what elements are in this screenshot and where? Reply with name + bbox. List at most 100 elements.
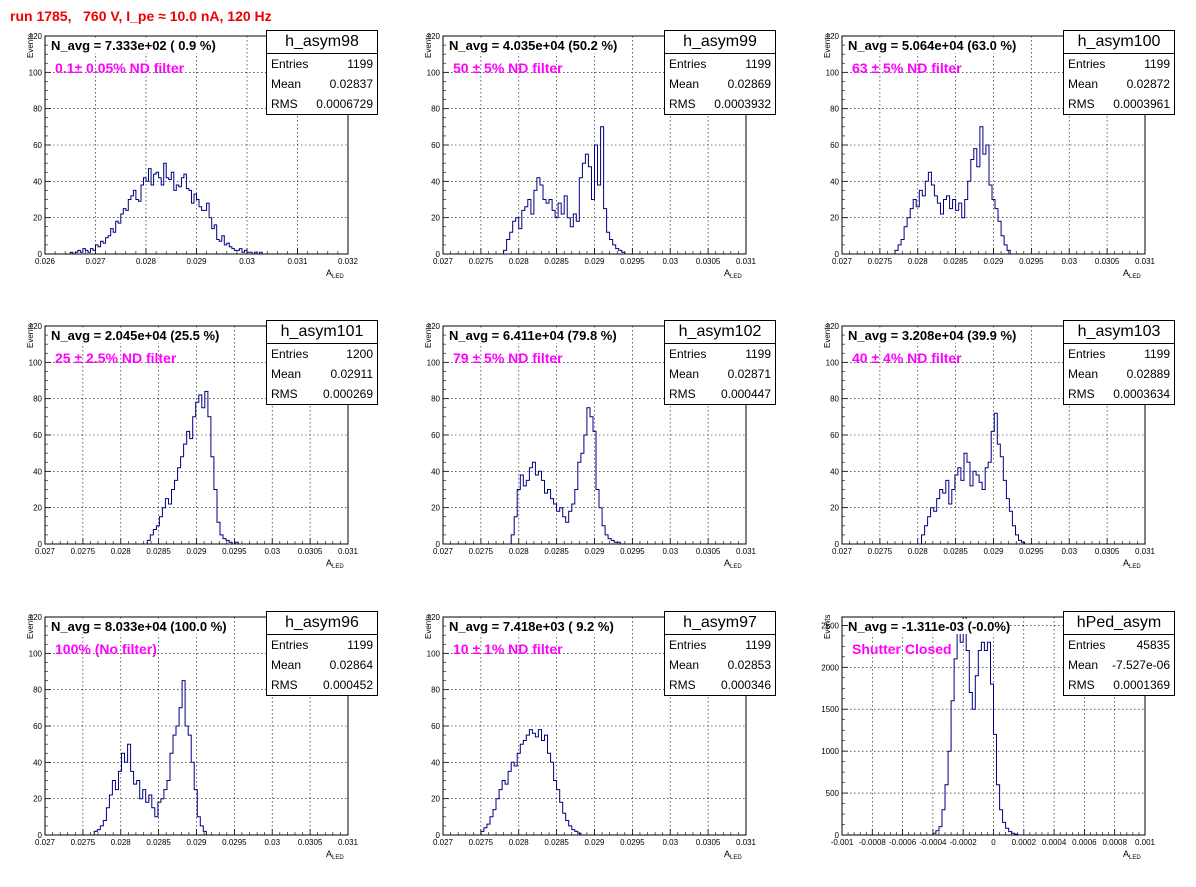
histogram-bin xyxy=(187,431,190,544)
stats-value-entries: 1199 xyxy=(745,638,771,652)
histogram-bin xyxy=(234,250,237,254)
histogram-bin xyxy=(214,490,217,545)
x-tick-label: 0.0295 xyxy=(620,838,645,847)
y-tick-label: 120 xyxy=(29,32,43,41)
x-tick-label: 0.0305 xyxy=(696,547,721,556)
y-tick-label: 20 xyxy=(33,504,42,513)
x-tick-label: 0.0008 xyxy=(1102,838,1127,847)
stats-label-rms: RMS xyxy=(271,97,298,111)
histogram-bin xyxy=(950,209,953,254)
histogram-bin xyxy=(956,210,959,254)
histogram-bin xyxy=(532,733,535,835)
stats-row-entries: Entries 1199 xyxy=(665,635,775,655)
stats-label-mean: Mean xyxy=(1068,367,1099,381)
histogram-bin xyxy=(598,185,601,254)
stats-label-rms: RMS xyxy=(1068,387,1095,401)
histogram-bin xyxy=(174,190,177,254)
y-tick-label: 60 xyxy=(33,141,42,150)
histogram-bin xyxy=(138,201,141,254)
histogram-plot: 0.027 0.0275 0.028 0.0285 0.029 0.0295 0.03 0.0… xyxy=(424,613,757,861)
histogram-bin xyxy=(592,200,595,255)
x-tick-label: 0.0305 xyxy=(1095,257,1120,266)
stats-row-entries: Entries 1199 xyxy=(665,344,775,364)
y-tick-label: 100 xyxy=(427,358,441,367)
histogram-bin xyxy=(962,218,965,254)
stats-row-entries: Entries 1199 xyxy=(267,635,377,655)
x-tick-label: 0.03 xyxy=(239,257,255,266)
histogram-bin xyxy=(123,209,126,254)
histogram-bin xyxy=(983,154,986,254)
stats-row-mean: Mean -7.527e-06 xyxy=(1064,655,1174,675)
y-axis-title: Events xyxy=(26,34,35,58)
stats-row-rms: RMS 0.000346 xyxy=(665,675,775,695)
x-axis-title: ALED xyxy=(1123,849,1141,861)
stats-row-entries: Entries 1199 xyxy=(267,54,377,74)
y-tick-label: 100 xyxy=(826,358,840,367)
x-tick-label: 0.031 xyxy=(736,547,757,556)
x-tick-label: 0.0002 xyxy=(1012,838,1037,847)
histogram-bin xyxy=(202,210,205,254)
x-tick-label: 0.0305 xyxy=(696,838,721,847)
histogram-bin xyxy=(960,642,963,835)
y-tick-label: 120 xyxy=(826,322,840,331)
stats-label-mean: Mean xyxy=(271,658,302,672)
stats-value-rms: 0.000346 xyxy=(720,678,771,692)
y-tick-label: 60 xyxy=(33,431,42,440)
x-tick-label: 0.0305 xyxy=(696,257,721,266)
histogram-bin xyxy=(118,223,121,254)
x-tick-label: 0.03 xyxy=(662,547,678,556)
x-tick-label: 0.0006 xyxy=(1072,838,1097,847)
x-axis-title: ALED xyxy=(326,268,344,280)
y-tick-label: 60 xyxy=(33,722,42,731)
y-axis-title: Events xyxy=(26,615,35,639)
stats-label-mean: Mean xyxy=(669,77,700,91)
histogram-bin xyxy=(529,730,532,835)
y-tick-label: 2500 xyxy=(821,621,839,630)
x-tick-label: 0 xyxy=(991,838,996,847)
stats-label-mean: Mean xyxy=(669,658,700,672)
histogram-bin xyxy=(226,540,229,544)
histogram-bin xyxy=(588,167,591,254)
stats-label-rms: RMS xyxy=(669,97,696,111)
y-tick-label: 0 xyxy=(38,540,43,549)
y-axis-title: Events xyxy=(424,615,433,639)
stats-value-entries: 45835 xyxy=(1136,638,1170,652)
x-tick-label: 0.027 xyxy=(433,257,454,266)
x-tick-label: 0.0295 xyxy=(620,257,645,266)
histogram-panel-h_asym102: 0.027 0.0275 0.028 0.0285 0.029 0.0295 0.03 0.0… xyxy=(398,306,794,596)
histogram-series-h_asym97 xyxy=(480,729,582,835)
y-tick-label: 20 xyxy=(33,795,42,804)
filter-label: 63 ± 5% ND filter xyxy=(852,60,962,76)
y-tick-label: 40 xyxy=(33,177,42,186)
y-tick-label: 80 xyxy=(431,686,440,695)
stats-box: h_asym103 Entries 1199 Mean 0.02889 RMS 0.0003… xyxy=(1063,320,1175,405)
y-axis-title: Events xyxy=(26,324,35,348)
histogram-panel-h_asym100: 0.027 0.0275 0.028 0.0285 0.029 0.0295 0.03 0.0… xyxy=(797,16,1193,306)
histogram-series-h_asym103 xyxy=(921,412,1026,544)
y-tick-label: 100 xyxy=(427,68,441,77)
stats-value-rms: 0.0003961 xyxy=(1113,97,1170,111)
y-tick-label: 80 xyxy=(33,686,42,695)
histogram-bin xyxy=(525,207,528,254)
x-axis-title: ALED xyxy=(724,558,742,570)
histogram-series-h_asym99 xyxy=(503,126,626,254)
y-tick-label: 40 xyxy=(431,177,440,186)
x-tick-label: 0.03 xyxy=(662,257,678,266)
n-avg-label: N_avg = 8.033e+04 (100.0 %) xyxy=(51,619,227,634)
y-tick-label: 100 xyxy=(826,68,840,77)
histogram-panel-h_asym96: 0.027 0.0275 0.028 0.0285 0.029 0.0295 0.03 0.0… xyxy=(0,597,396,887)
histogram-bin xyxy=(185,726,188,835)
x-tick-label: 0.0295 xyxy=(1019,257,1044,266)
histogram-name: h_asym100 xyxy=(1064,31,1174,54)
x-tick-label: 0.0285 xyxy=(943,547,968,556)
stats-label-mean: Mean xyxy=(669,367,700,381)
n-avg-label: N_avg = 3.208e+04 (39.9 %) xyxy=(848,328,1017,343)
histogram-bin xyxy=(997,785,1000,835)
histogram-bin xyxy=(166,178,169,254)
histogram-bin xyxy=(982,490,985,545)
histogram-bin xyxy=(619,250,622,254)
histogram-bin xyxy=(523,486,526,544)
stats-row-mean: Mean 0.02911 xyxy=(267,364,377,384)
y-axis-title: Events xyxy=(823,324,832,348)
x-tick-label: 0.03 xyxy=(662,838,678,847)
